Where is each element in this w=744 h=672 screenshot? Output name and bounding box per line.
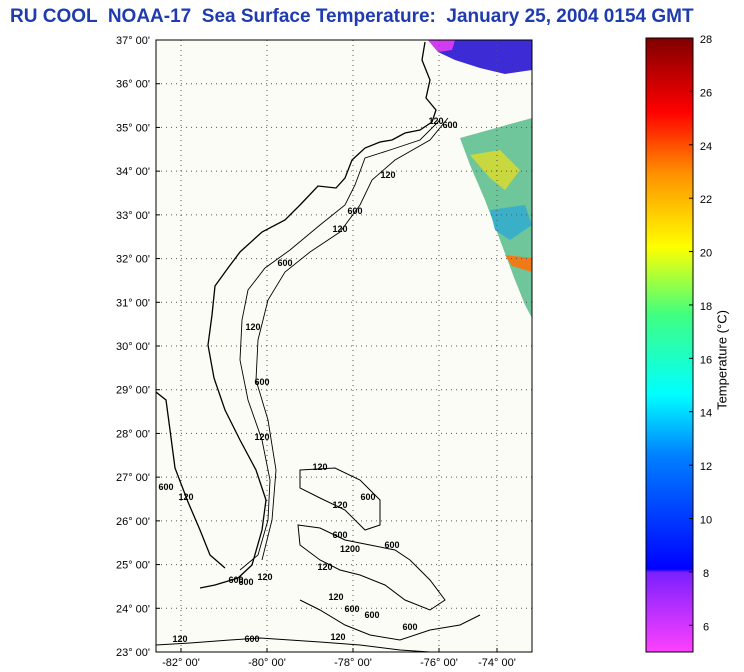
isobath-label: 120: [254, 432, 269, 442]
isobath-label: 120: [332, 500, 347, 510]
isobath-label: 600: [360, 492, 375, 502]
isobath-600: [255, 117, 449, 561]
isobath-label: 600: [364, 610, 379, 620]
isobath-label: 120: [178, 492, 193, 502]
lat-tick-label: 23° 00': [116, 647, 150, 659]
lon-tick-label: -82° 00': [162, 657, 200, 669]
isobath-label: 600: [244, 634, 259, 644]
lat-tick-labels: 37° 00' 36° 00' 35° 00' 34° 00' 33° 00' 32° 0…: [116, 35, 160, 659]
colorbar-tick-labels: 28 26 24 22 20 18 16 14 12 10 8 6: [689, 34, 712, 633]
colorbar-tick-label: 6: [703, 621, 709, 633]
lon-tick-label: -78° 00': [334, 657, 372, 669]
bahamas-outline: [297, 467, 481, 641]
colorbar-tick-label: 22: [700, 194, 712, 206]
colorbar-tick-label: 28: [700, 34, 712, 46]
colorbar-tick-label: 10: [700, 515, 712, 527]
isobath-label: 120: [257, 572, 272, 582]
lon-gridlines: [180, 40, 498, 652]
isobath-label: 600: [254, 377, 269, 387]
isobath-label: 600: [277, 258, 292, 268]
isobath-label: 600: [402, 622, 417, 632]
isobath-120: [239, 119, 441, 571]
lat-tick-label: 30° 00': [116, 341, 150, 353]
sst-swath-east-orange: [505, 255, 532, 272]
colorbar-tick-label: 8: [703, 568, 709, 580]
lon-tick-label: -74° 00': [478, 657, 516, 669]
isobath-label: 600: [344, 604, 359, 614]
lat-tick-label: 24° 00': [116, 603, 150, 615]
lat-tick-label: 25° 00': [116, 560, 150, 572]
sst-swath-north: [428, 40, 532, 74]
lat-tick-label: 26° 00': [116, 516, 150, 528]
lat-tick-label: 27° 00': [116, 472, 150, 484]
lat-tick-label: 32° 00': [116, 254, 150, 266]
lat-tick-label: 28° 00': [116, 428, 150, 440]
isobath-label: 120: [245, 322, 260, 332]
isobath-label: 120: [428, 116, 443, 126]
isobath-label: 600: [347, 206, 362, 216]
isobath-label: 600: [332, 530, 347, 540]
colorbar-tick-label: 12: [700, 461, 712, 473]
isobath-label: 120: [172, 634, 187, 644]
isobath-label: 120: [328, 592, 343, 602]
map-ocean-area: [156, 40, 532, 652]
lat-tick-label: 35° 00': [116, 122, 150, 134]
florida-west-coast: [156, 391, 226, 569]
colorbar-tick-label: 26: [700, 87, 712, 99]
map-title: RU COOL NOAA-17 Sea Surface Temperature:…: [10, 6, 694, 27]
isobath-label: 600: [158, 482, 173, 492]
cuba-outline: [156, 637, 431, 652]
colorbar-tick-label: 14: [700, 408, 712, 420]
lat-tick-label: 36° 00': [116, 79, 150, 91]
lon-tick-labels: -82° 00' -80° 00' -78° 00' -76° 00' -74° 00': [162, 648, 516, 669]
lat-tick-label: 33° 00': [116, 210, 150, 222]
lat-tick-label: 34° 00': [116, 166, 150, 178]
isobath-label: 600: [238, 577, 253, 587]
lon-tick-label: -76° 00': [420, 657, 458, 669]
lat-tick-label: 37° 00': [116, 35, 150, 47]
isobath-label: 1200: [340, 544, 360, 554]
isobath-label: 600: [228, 575, 243, 585]
colorbar-label: Temperature (°C): [714, 310, 730, 410]
isobath-label: 120: [332, 224, 347, 234]
lon-tick-label: -80° 00': [248, 657, 286, 669]
sst-swath-east-warm2: [490, 205, 532, 240]
us-coastline: [199, 41, 437, 589]
isobath-label: 120: [380, 170, 395, 180]
colorbar-tick-label: 18: [700, 301, 712, 313]
colorbar-tick-label: 16: [700, 354, 712, 366]
isobath-labels: 1206001206001206001206001206001201206001…: [158, 116, 457, 644]
lat-tick-label: 31° 00': [116, 297, 150, 309]
isobath-label: 120: [312, 462, 327, 472]
colorbar-tick-label: 20: [700, 248, 712, 260]
colorbar-tick-label: 24: [700, 141, 712, 153]
sst-swath-north-magenta: [428, 40, 455, 52]
sst-swath-east-warm: [470, 150, 520, 190]
isobath-label: 120: [317, 562, 332, 572]
colorbar: [645, 37, 694, 653]
isobath-label: 600: [384, 540, 399, 550]
isobath-label: 600: [442, 120, 457, 130]
isobath-label: 120: [330, 632, 345, 642]
lat-tick-label: 29° 00': [116, 385, 150, 397]
